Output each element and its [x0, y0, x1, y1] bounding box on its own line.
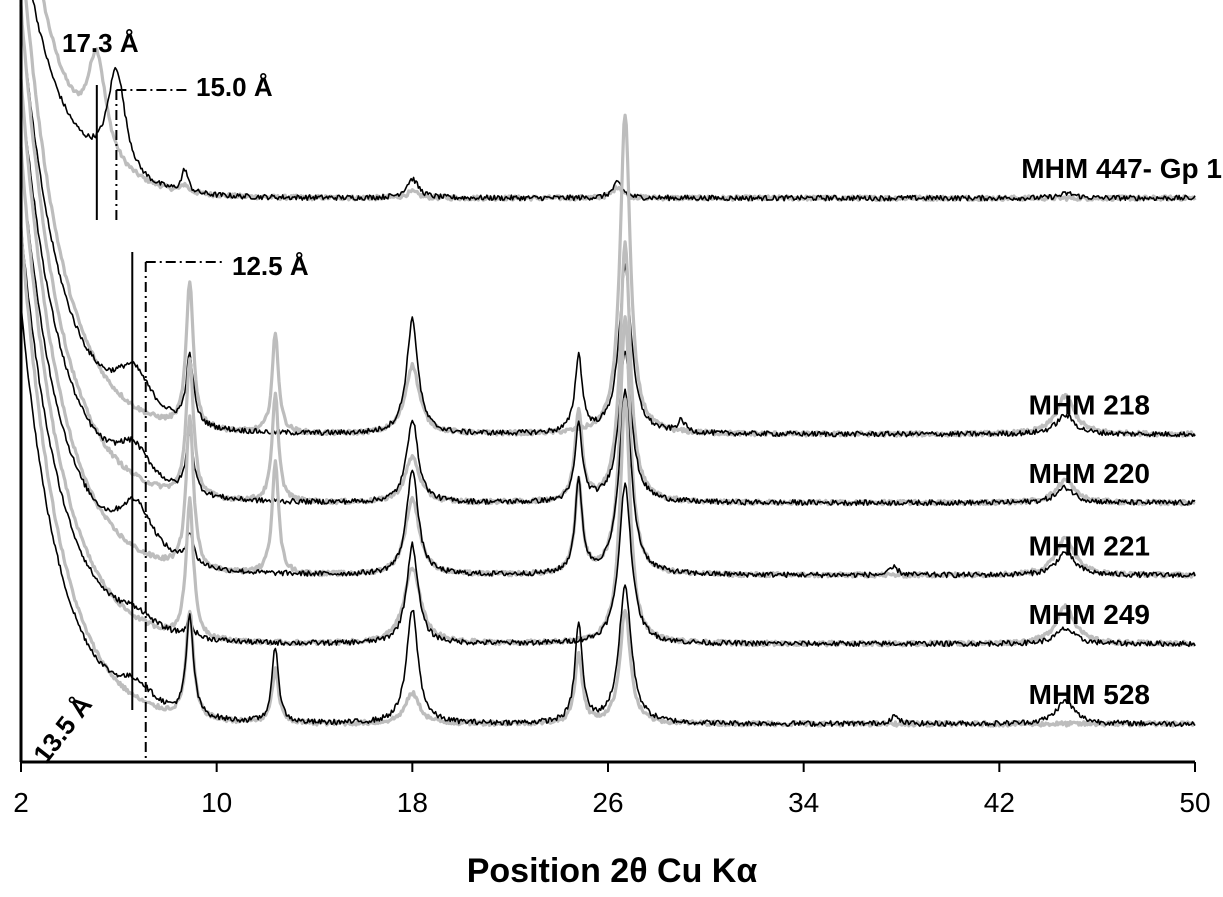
sample-label-mhm-221: MHM 221	[1029, 530, 1150, 561]
sample-label-mhm-249: MHM 249	[1029, 599, 1150, 630]
x-tick-label-50: 50	[1179, 787, 1210, 818]
x-tick-label-18: 18	[397, 787, 428, 818]
annotation-label-15-0: 15.0 Å	[196, 72, 273, 102]
x-tick-label-26: 26	[592, 787, 623, 818]
axes-layer: 2 10 18 26 34 42 50	[13, 0, 1211, 818]
pattern-black-mhm-221	[20, 151, 1196, 579]
trace-layer	[19, 0, 1197, 728]
pattern-black-mhm-447-gp-1	[31, 0, 1196, 202]
x-tick-label-2: 2	[13, 787, 29, 818]
x-tick-label-42: 42	[984, 787, 1015, 818]
sample-label-mhm-218: MHM 218	[1029, 389, 1150, 420]
annotation-label-12-5: 12.5 Å	[232, 251, 309, 281]
pattern-black-mhm-220	[20, 81, 1196, 507]
annotation-label-17-3: 17.3 Å	[62, 28, 139, 58]
sample-label-mhm-528: MHM 528	[1029, 679, 1150, 710]
x-tick-label-34: 34	[788, 787, 819, 818]
pattern-black-mhm-249	[20, 222, 1196, 648]
pattern-gray-mhm-528	[19, 227, 1196, 728]
pattern-black-mhm-218	[20, 13, 1196, 438]
sample-label-mhm-220: MHM 220	[1029, 458, 1150, 489]
x-axis-title: Position 2θ Cu Kα	[467, 852, 758, 890]
pattern-black-mhm-528	[20, 304, 1196, 728]
x-tick-label-10: 10	[201, 787, 232, 818]
sample-label-mhm-447-gp-1: MHM 447- Gp 1	[1021, 153, 1222, 184]
pattern-gray-mhm-218	[24, 0, 1197, 438]
pattern-gray-mhm-220	[19, 5, 1196, 507]
annotation-label-13-5: 13.5 Å	[27, 690, 98, 769]
